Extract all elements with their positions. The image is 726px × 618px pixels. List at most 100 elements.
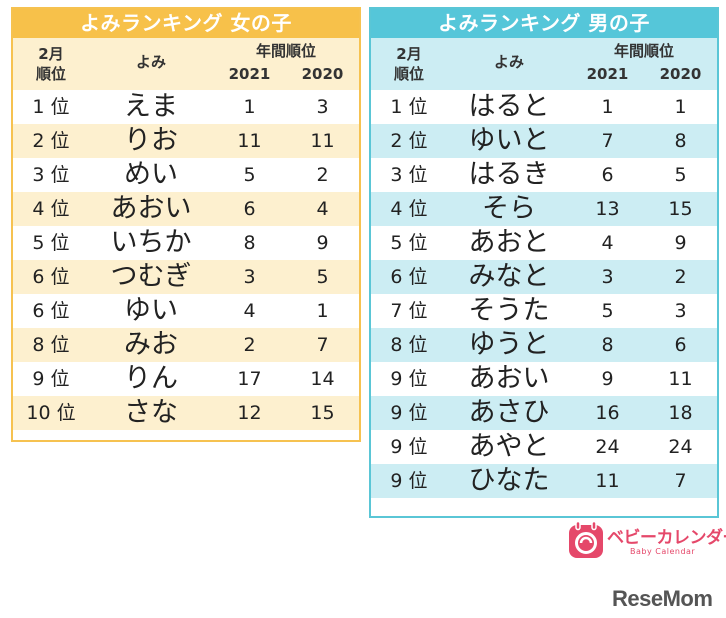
rank-2021-cell: 5 <box>243 164 256 186</box>
resemom-watermark: ReseMom <box>612 586 713 611</box>
rank-2020-cell: 14 <box>310 368 335 390</box>
rank-2020-cell: 24 <box>668 436 693 458</box>
yomi-cell: さな <box>124 397 178 428</box>
rank-2020-cell: 15 <box>310 402 335 424</box>
table-row: 9 位 あやと 24 24 <box>371 430 717 464</box>
rank-2021-cell: 13 <box>595 198 620 220</box>
rank-2020-cell: 3 <box>674 300 687 322</box>
rank-2021-cell: 24 <box>595 436 620 458</box>
table-row: 7 位 そうた 5 3 <box>371 294 717 328</box>
rank-cell: 4 位 <box>390 198 428 220</box>
baby-calendar-logo: ベビーカレンダー Baby Calendar <box>568 521 726 561</box>
logo-subtitle: Baby Calendar <box>630 547 696 556</box>
rank-2021-cell: 6 <box>601 164 614 186</box>
yomi-cell: そら <box>482 193 536 224</box>
rank-2020-cell: 2 <box>674 266 687 288</box>
annual-rank-header: 年間順位 <box>255 42 316 60</box>
table-row: 1 位 はると 1 1 <box>371 90 717 124</box>
rank-cell: 5 位 <box>32 232 70 254</box>
rank-2021-cell: 8 <box>601 334 614 356</box>
table-row: 4 位 そら 13 15 <box>371 192 717 226</box>
table-row: 6 位 みなと 3 2 <box>371 260 717 294</box>
rank-2021-cell: 5 <box>601 300 614 322</box>
rank-2020-cell: 7 <box>316 334 329 356</box>
yomi-header: よみ <box>493 53 524 71</box>
yomi-cell: みなと <box>468 261 550 292</box>
table-row: 5 位 いちか 8 9 <box>13 226 359 260</box>
girls-ranking-table: よみランキング 女の子 2月 順位 よみ 年間順位 2021 2020 1 位 え… <box>11 7 361 442</box>
rank-cell: 6 位 <box>32 266 70 288</box>
rank-2021-cell: 12 <box>237 402 262 424</box>
yomi-cell: りん <box>124 363 178 394</box>
rank-2021-cell: 1 <box>243 96 256 118</box>
rank-2020-cell: 9 <box>316 232 329 254</box>
yomi-cell: いちか <box>110 227 192 258</box>
yomi-cell: あさひ <box>468 397 550 428</box>
rank-2020-cell: 4 <box>316 198 329 220</box>
year-2021-header: 2021 <box>586 65 629 83</box>
rank-2020-cell: 2 <box>316 164 329 186</box>
rank-2021-cell: 17 <box>237 368 262 390</box>
rank-cell: 4 位 <box>32 198 70 220</box>
month-rank-header: 2月 順位 <box>393 45 424 83</box>
rank-2021-cell: 7 <box>601 130 614 152</box>
rank-2021-cell: 4 <box>601 232 614 254</box>
girls-table-title: よみランキング 女の子 <box>13 9 359 38</box>
yomi-cell: あおと <box>468 227 550 258</box>
rank-2020-cell: 3 <box>316 96 329 118</box>
table-row: 6 位 ゆい 4 1 <box>13 294 359 328</box>
table-row: 2 位 りお 11 11 <box>13 124 359 158</box>
rank-cell: 8 位 <box>32 334 70 356</box>
rank-2020-cell: 15 <box>668 198 693 220</box>
yomi-header: よみ <box>135 53 166 71</box>
table-row: 3 位 めい 5 2 <box>13 158 359 192</box>
rank-2020-cell: 6 <box>674 334 687 356</box>
rank-2021-cell: 8 <box>243 232 256 254</box>
boys-table-body: 1 位はると 1 1 2 位ゆいと 7 8 3 位はるき 6 5 4 位そら 13 15 5 位… <box>371 90 717 498</box>
table-row: 8 位 ゆうと 8 6 <box>371 328 717 362</box>
table-row: 8 位 みお 2 7 <box>13 328 359 362</box>
logo-name: ベビーカレンダー <box>607 528 726 548</box>
rank-2020-cell: 8 <box>674 130 687 152</box>
baby-calendar-logo-icon <box>569 521 603 558</box>
annual-rank-header: 年間順位 <box>613 42 674 60</box>
rank-cell: 2 位 <box>32 130 70 152</box>
rank-cell: 9 位 <box>390 368 428 390</box>
rank-cell: 6 位 <box>32 300 70 322</box>
rank-2020-cell: 5 <box>316 266 329 288</box>
boys-table-header: 2月 順位 よみ 年間順位 2021 2020 <box>371 38 717 90</box>
rank-2021-cell: 9 <box>601 368 614 390</box>
table-row: 2 位 ゆいと 7 8 <box>371 124 717 158</box>
rank-cell: 9 位 <box>390 402 428 424</box>
rank-2021-cell: 6 <box>243 198 256 220</box>
yomi-cell: あおい <box>468 363 550 394</box>
table-row: 4 位 あおい 6 4 <box>13 192 359 226</box>
yomi-cell: めい <box>124 159 178 190</box>
rank-cell: 10 位 <box>26 402 76 424</box>
rank-cell: 2 位 <box>390 130 428 152</box>
rank-cell: 9 位 <box>390 436 428 458</box>
table-row: 1 位 えま 1 3 <box>13 90 359 124</box>
rank-2021-cell: 1 <box>601 96 614 118</box>
rank-2021-cell: 11 <box>237 130 262 152</box>
girls-table-header: 2月 順位 よみ 年間順位 2021 2020 <box>13 38 359 90</box>
yomi-cell: そうた <box>468 295 550 326</box>
yomi-cell: りお <box>124 125 178 156</box>
year-2020-header: 2020 <box>659 65 702 83</box>
yomi-cell: あやと <box>468 431 550 462</box>
rank-cell: 5 位 <box>390 232 428 254</box>
rank-cell: 1 位 <box>32 96 70 118</box>
girls-table-body: 1 位 えま 1 3 2 位 りお 11 11 3 位 めい 5 2 4 位 あおい 6 4 5 位 いち… <box>13 90 359 430</box>
rank-cell: 6 位 <box>390 266 428 288</box>
table-row: 3 位 はるき 6 5 <box>371 158 717 192</box>
yomi-cell: ゆうと <box>468 329 550 360</box>
rank-cell: 9 位 <box>390 470 428 492</box>
table-row: 10 位 さな 12 15 <box>13 396 359 430</box>
rank-2020-cell: 11 <box>668 368 693 390</box>
year-2021-header: 2021 <box>228 65 271 83</box>
yomi-cell: ゆいと <box>468 125 550 156</box>
rank-2021-cell: 11 <box>595 470 620 492</box>
rank-2021-cell: 2 <box>243 334 256 356</box>
rank-2020-cell: 1 <box>316 300 329 322</box>
rank-2020-cell: 5 <box>674 164 687 186</box>
